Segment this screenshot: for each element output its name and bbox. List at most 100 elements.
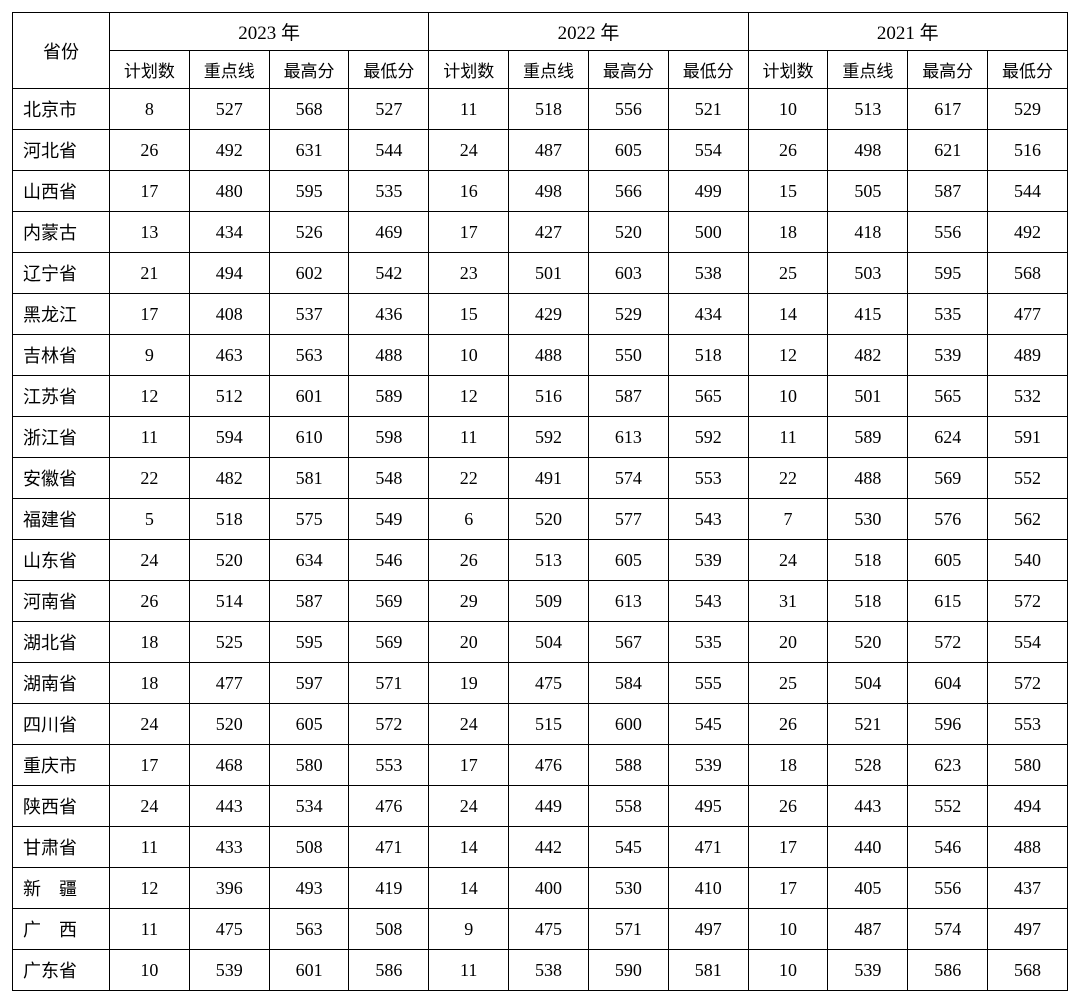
table-row: 湖北省185255955692050456753520520572554 xyxy=(13,622,1068,663)
data-cell: 463 xyxy=(189,335,269,376)
data-cell: 526 xyxy=(269,212,349,253)
data-cell: 442 xyxy=(509,827,589,868)
sub-header: 最高分 xyxy=(908,51,988,89)
data-cell: 24 xyxy=(110,704,190,745)
data-cell: 572 xyxy=(988,581,1068,622)
data-cell: 25 xyxy=(748,253,828,294)
data-cell: 576 xyxy=(908,499,988,540)
province-cell: 黑龙江 xyxy=(13,294,110,335)
data-cell: 586 xyxy=(349,950,429,991)
table-row: 吉林省94635634881048855051812482539489 xyxy=(13,335,1068,376)
table-row: 辽宁省214946025422350160353825503595568 xyxy=(13,253,1068,294)
data-cell: 24 xyxy=(429,704,509,745)
province-cell: 江苏省 xyxy=(13,376,110,417)
data-cell: 26 xyxy=(748,704,828,745)
data-cell: 605 xyxy=(908,540,988,581)
data-cell: 631 xyxy=(269,130,349,171)
data-cell: 482 xyxy=(189,458,269,499)
data-cell: 574 xyxy=(908,909,988,950)
data-cell: 553 xyxy=(668,458,748,499)
data-cell: 568 xyxy=(988,253,1068,294)
sub-header: 计划数 xyxy=(748,51,828,89)
data-cell: 586 xyxy=(908,950,988,991)
data-cell: 594 xyxy=(189,417,269,458)
sub-header: 重点线 xyxy=(828,51,908,89)
data-cell: 469 xyxy=(349,212,429,253)
data-cell: 495 xyxy=(668,786,748,827)
data-cell: 17 xyxy=(110,171,190,212)
data-cell: 617 xyxy=(908,89,988,130)
data-cell: 17 xyxy=(429,745,509,786)
data-cell: 6 xyxy=(429,499,509,540)
data-cell: 542 xyxy=(349,253,429,294)
data-cell: 571 xyxy=(588,909,668,950)
data-cell: 520 xyxy=(588,212,668,253)
table-row: 广东省105396015861153859058110539586568 xyxy=(13,950,1068,991)
province-cell: 新 疆 xyxy=(13,868,110,909)
year-header-2021: 2021 年 xyxy=(748,13,1067,51)
sub-header: 最低分 xyxy=(349,51,429,89)
data-cell: 436 xyxy=(349,294,429,335)
data-cell: 22 xyxy=(110,458,190,499)
data-cell: 494 xyxy=(189,253,269,294)
data-cell: 491 xyxy=(509,458,589,499)
data-cell: 13 xyxy=(110,212,190,253)
data-cell: 468 xyxy=(189,745,269,786)
data-cell: 575 xyxy=(269,499,349,540)
data-cell: 569 xyxy=(349,581,429,622)
data-cell: 11 xyxy=(110,827,190,868)
data-cell: 26 xyxy=(748,786,828,827)
data-cell: 556 xyxy=(908,212,988,253)
data-cell: 11 xyxy=(429,950,509,991)
data-cell: 516 xyxy=(988,130,1068,171)
data-cell: 31 xyxy=(748,581,828,622)
province-cell: 甘肃省 xyxy=(13,827,110,868)
data-cell: 574 xyxy=(588,458,668,499)
data-cell: 525 xyxy=(189,622,269,663)
data-cell: 621 xyxy=(908,130,988,171)
data-cell: 492 xyxy=(988,212,1068,253)
data-cell: 515 xyxy=(509,704,589,745)
sub-header: 最低分 xyxy=(988,51,1068,89)
data-cell: 508 xyxy=(349,909,429,950)
data-cell: 427 xyxy=(509,212,589,253)
data-cell: 553 xyxy=(988,704,1068,745)
data-cell: 10 xyxy=(748,376,828,417)
data-cell: 592 xyxy=(668,417,748,458)
province-cell: 山西省 xyxy=(13,171,110,212)
province-cell: 内蒙古 xyxy=(13,212,110,253)
data-cell: 634 xyxy=(269,540,349,581)
year-header-2022: 2022 年 xyxy=(429,13,748,51)
data-cell: 19 xyxy=(429,663,509,704)
province-cell: 山东省 xyxy=(13,540,110,581)
province-cell: 湖北省 xyxy=(13,622,110,663)
data-cell: 17 xyxy=(429,212,509,253)
data-cell: 528 xyxy=(828,745,908,786)
table-row: 福建省551857554965205775437530576562 xyxy=(13,499,1068,540)
data-cell: 545 xyxy=(668,704,748,745)
data-cell: 604 xyxy=(908,663,988,704)
data-cell: 602 xyxy=(269,253,349,294)
data-cell: 26 xyxy=(429,540,509,581)
data-cell: 509 xyxy=(509,581,589,622)
data-cell: 569 xyxy=(349,622,429,663)
data-cell: 572 xyxy=(908,622,988,663)
data-cell: 595 xyxy=(269,171,349,212)
data-cell: 569 xyxy=(908,458,988,499)
data-cell: 476 xyxy=(509,745,589,786)
data-cell: 601 xyxy=(269,376,349,417)
data-cell: 595 xyxy=(269,622,349,663)
data-cell: 434 xyxy=(189,212,269,253)
data-cell: 590 xyxy=(588,950,668,991)
data-cell: 598 xyxy=(349,417,429,458)
data-cell: 20 xyxy=(748,622,828,663)
data-cell: 513 xyxy=(509,540,589,581)
data-cell: 11 xyxy=(110,909,190,950)
data-cell: 500 xyxy=(668,212,748,253)
data-cell: 449 xyxy=(509,786,589,827)
data-cell: 538 xyxy=(509,950,589,991)
table-row: 甘肃省114335084711444254547117440546488 xyxy=(13,827,1068,868)
data-cell: 587 xyxy=(588,376,668,417)
data-cell: 494 xyxy=(988,786,1068,827)
data-cell: 488 xyxy=(988,827,1068,868)
